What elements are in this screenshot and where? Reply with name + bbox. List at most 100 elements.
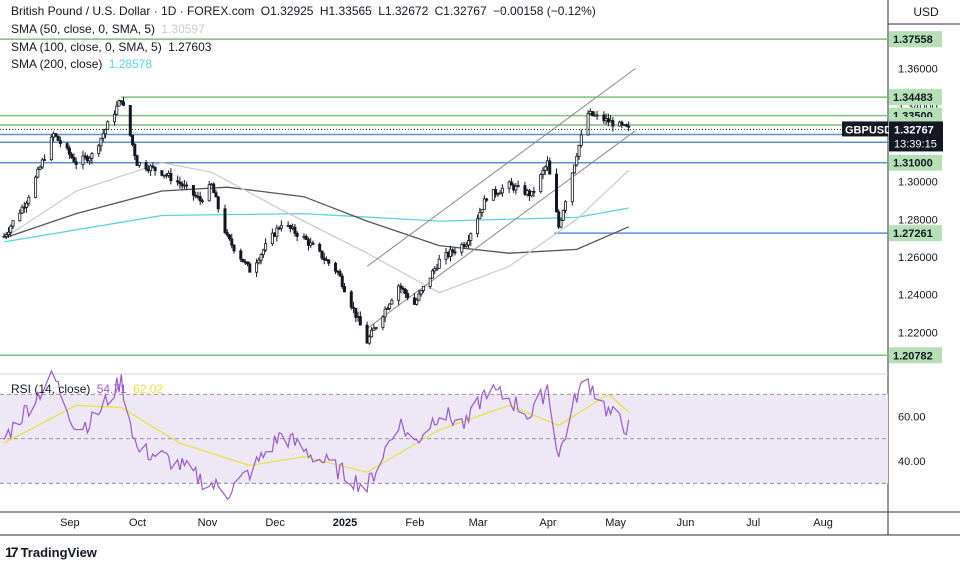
- candle-body: [27, 196, 31, 204]
- candle-body: [482, 198, 486, 210]
- candle-body: [338, 271, 342, 277]
- candle-body: [135, 155, 139, 166]
- price-tick-label: 1.36000: [898, 64, 938, 76]
- sma100-legend[interactable]: SMA (100, close, 0, SMA, 5) 1.27603: [11, 40, 214, 54]
- candle-body: [406, 293, 410, 299]
- channel-upper-line: [366, 68, 636, 267]
- candle-body: [397, 285, 401, 301]
- candle-body: [453, 251, 457, 254]
- candle-body: [151, 165, 155, 168]
- candle-body: [557, 211, 561, 228]
- price-tick-label: 1.28000: [898, 214, 938, 226]
- level-tag: [889, 89, 942, 106]
- candle-body: [570, 172, 574, 203]
- candle-body: [54, 133, 58, 137]
- last-price-value: 1.32767: [894, 124, 934, 136]
- candle-body: [261, 249, 265, 255]
- candle-body: [149, 165, 153, 172]
- candle-body: [586, 113, 590, 136]
- ohlc-legend: British Pound / U.S. Dollar · 1D · FOREX…: [11, 4, 599, 18]
- candle-body: [103, 128, 107, 135]
- candle-body: [40, 159, 44, 168]
- tradingview-brand[interactable]: 17 TradingView: [5, 544, 97, 560]
- candle-body: [212, 183, 216, 194]
- candle-body: [367, 336, 371, 344]
- candle-body: [194, 194, 198, 197]
- candle-body: [385, 308, 389, 310]
- candle-body: [343, 286, 347, 293]
- candle-body: [101, 133, 105, 139]
- sma200-legend[interactable]: SMA (200, close) 1.28578: [11, 57, 155, 71]
- candle-body: [322, 257, 326, 261]
- candle-body: [333, 262, 337, 272]
- candle-body: [498, 192, 502, 195]
- candle-body: [97, 145, 101, 154]
- candle-body: [228, 234, 232, 240]
- rsi-label: RSI (14, close): [11, 382, 91, 396]
- candle-body: [352, 306, 356, 309]
- last-price-tag: [889, 121, 943, 152]
- time-tick-label: Jun: [677, 517, 695, 529]
- candle-body: [399, 285, 403, 289]
- candle-body: [99, 137, 103, 147]
- candle-body: [122, 101, 126, 106]
- candle-body: [20, 206, 24, 214]
- candle-body: [491, 189, 495, 201]
- rsi-ma-value: 62.02: [133, 382, 164, 396]
- candle-body: [430, 270, 434, 279]
- candle-body: [133, 144, 137, 157]
- close-value: C1.32767: [434, 4, 487, 18]
- candle-body: [564, 201, 568, 211]
- candle-body: [577, 144, 581, 157]
- candle-body: [128, 104, 132, 136]
- candle-body: [415, 299, 419, 305]
- candle-body: [354, 307, 358, 318]
- candle-body: [70, 153, 74, 158]
- candle-body: [207, 184, 211, 202]
- candle-body: [275, 227, 279, 237]
- candle-body: [611, 120, 615, 127]
- candle-body: [90, 153, 94, 159]
- candle-body: [34, 176, 38, 198]
- time-tick-label: May: [605, 517, 626, 529]
- sma50-legend[interactable]: SMA (50, close, 0, SMA, 5) 1.30597: [11, 22, 208, 36]
- time-tick-label: Jul: [746, 517, 760, 529]
- change-value: −0.00158 (−0.12%): [493, 4, 596, 18]
- rsi-tick-label: 40.00: [898, 456, 926, 468]
- price-tick-label: 1.24000: [898, 290, 938, 302]
- candle-body: [579, 134, 583, 146]
- price-tick-label: 1.26000: [898, 252, 938, 264]
- candle-body: [38, 166, 42, 170]
- candle-body: [185, 184, 189, 187]
- candle-body: [9, 225, 13, 233]
- time-tick-label: Apr: [539, 517, 556, 529]
- candle-body: [464, 244, 468, 247]
- candle-body: [7, 231, 11, 235]
- candle-body: [532, 190, 536, 193]
- candle-body: [523, 185, 527, 195]
- candle-body: [381, 316, 385, 328]
- candle-body: [65, 143, 69, 149]
- candle-body: [232, 244, 236, 252]
- candle-body: [403, 288, 407, 294]
- candle-body: [72, 157, 76, 163]
- candle-body: [358, 316, 362, 326]
- candle-body: [478, 212, 482, 220]
- rsi-value: 54.71: [96, 382, 127, 396]
- candle-body: [449, 249, 453, 257]
- candle-body: [349, 291, 353, 308]
- candle-body: [74, 161, 78, 165]
- candle-body: [480, 209, 484, 213]
- candle-body: [264, 243, 268, 251]
- candle-body: [485, 198, 489, 201]
- level-label: 1.20782: [893, 350, 933, 362]
- candle-body: [539, 174, 543, 192]
- candle-body: [383, 308, 387, 318]
- rsi-legend[interactable]: RSI (14, close) 54.71 62.02: [11, 382, 166, 396]
- candle-body: [259, 254, 263, 261]
- candle-body: [11, 220, 15, 227]
- symbol-title[interactable]: British Pound / U.S. Dollar · 1D · FOREX…: [11, 4, 255, 18]
- currency-selector[interactable]: USD: [913, 5, 939, 19]
- brand-name: TradingView: [20, 544, 97, 560]
- candle-body: [500, 187, 504, 194]
